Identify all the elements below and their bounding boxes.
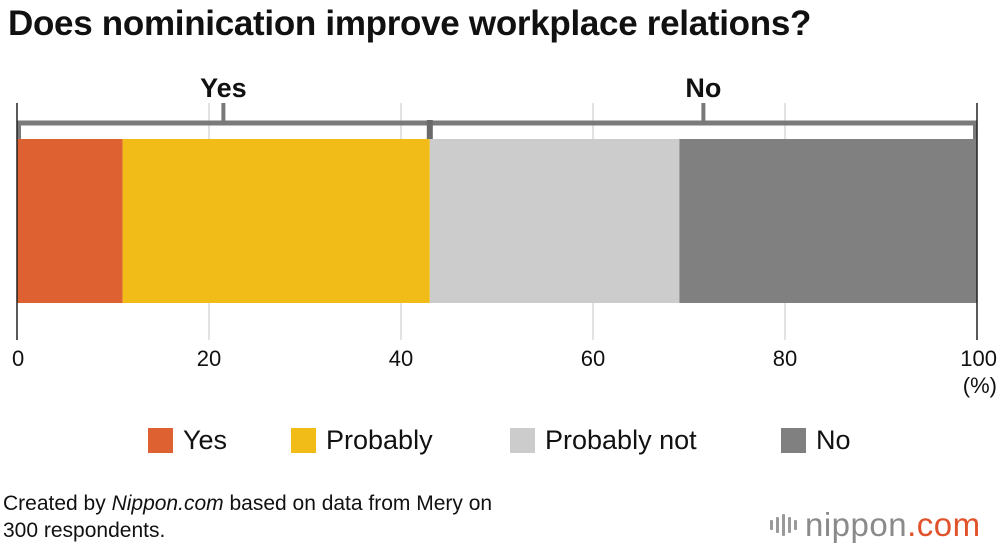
source-rest: based on data from Mery on xyxy=(223,492,493,515)
legend-item-probably: Probably xyxy=(291,420,433,460)
brand-suffix: .com xyxy=(907,506,981,543)
legend: Yes Probably Probably not No xyxy=(0,420,1000,460)
bar-segment-probably-not xyxy=(429,139,680,303)
chart-title: Does nominication improve workplace rela… xyxy=(8,4,812,43)
legend-label: Probably xyxy=(326,424,433,455)
legend-label: Yes xyxy=(183,424,228,455)
x-unit-label: (%) xyxy=(963,373,997,398)
bar-segment-no xyxy=(679,139,977,303)
brand-name: nippon xyxy=(805,506,908,543)
x-tick-label: 100 xyxy=(960,346,997,371)
legend-label: Probably not xyxy=(545,424,697,455)
source-site: Nippon.com xyxy=(111,492,224,515)
x-tick-label: 40 xyxy=(389,346,413,371)
legend-swatch xyxy=(510,427,535,453)
bar-segment-probably xyxy=(122,139,430,303)
brand-logo: nippon.com xyxy=(770,505,981,545)
legend-item-yes: Yes xyxy=(148,420,227,460)
legend-swatch xyxy=(781,427,806,453)
bar-segment-yes xyxy=(17,139,123,303)
legend-label: No xyxy=(816,424,851,455)
legend-swatch xyxy=(291,427,316,453)
x-tick-label: 80 xyxy=(773,346,797,371)
x-axis: 0 20 40 60 80 100(%) xyxy=(12,103,997,398)
stacked-bar xyxy=(17,139,977,303)
legend-item-probably-not: Probably not xyxy=(510,420,697,460)
source-line-2: 300 respondents. xyxy=(3,519,166,542)
brand-wordmark: nippon.com xyxy=(805,506,981,544)
group-label: No xyxy=(685,73,721,103)
source-prefix: Created by xyxy=(3,492,112,515)
bracket-divider xyxy=(426,120,433,139)
group-brackets: Yes No xyxy=(17,73,977,139)
brand-mark-icon xyxy=(770,514,797,536)
x-tick-label: 0 xyxy=(12,346,24,371)
group-label: Yes xyxy=(200,73,247,103)
legend-swatch xyxy=(148,427,173,453)
x-tick-label: 20 xyxy=(197,346,221,371)
source-note: Created by Nippon.com based on data from… xyxy=(3,490,492,544)
legend-item-no: No xyxy=(781,420,851,460)
x-tick-label: 60 xyxy=(581,346,605,371)
source-line-1: Created by Nippon.com based on data from… xyxy=(3,490,492,517)
